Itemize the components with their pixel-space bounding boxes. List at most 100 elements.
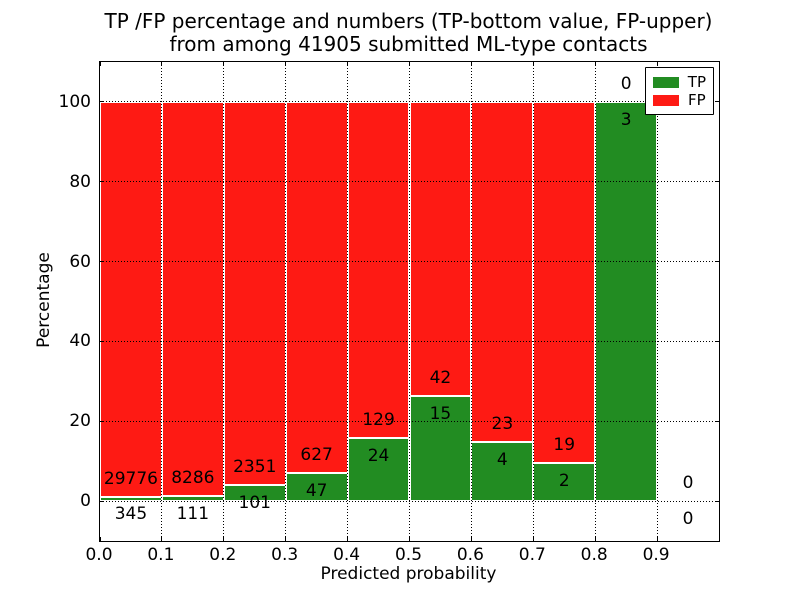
x-tick-label: 0.0 xyxy=(85,545,113,565)
vertical-gridline xyxy=(594,62,596,541)
y-tick-label: 60 xyxy=(69,251,91,272)
x-tick-label: 0.2 xyxy=(209,545,237,565)
fp-bar xyxy=(161,101,224,496)
x-axis-label: Predicted probability xyxy=(320,564,497,584)
x-tick-top xyxy=(223,62,225,66)
x-tick-bottom xyxy=(99,537,101,541)
y-tick-label: 40 xyxy=(69,331,91,352)
x-tick-top xyxy=(161,62,163,66)
y-tick-right xyxy=(715,261,719,263)
fp-swatch-icon xyxy=(653,94,679,106)
x-tick-label: 0.9 xyxy=(642,545,670,565)
y-tick-left xyxy=(100,340,104,342)
bars-layer xyxy=(100,62,719,541)
chart-title-line2: from among 41905 submitted ML-type conta… xyxy=(169,32,648,56)
fp-count-label: 29776 xyxy=(103,468,158,489)
x-tick-bottom xyxy=(656,537,658,541)
y-tick-label: 20 xyxy=(69,411,91,432)
y-tick-left xyxy=(100,261,104,263)
tp-count-label: 4 xyxy=(496,449,508,470)
y-tick-left xyxy=(100,101,104,103)
y-tick-right xyxy=(715,420,719,422)
x-tick-bottom xyxy=(409,537,410,541)
annotations-layer: 29776 345 8286 111 2351 101 627 47 129 24 42 15 23 4 1… xyxy=(100,62,719,541)
y-tick-right xyxy=(715,101,719,103)
horizontal-gridline xyxy=(100,181,719,183)
x-tick-top xyxy=(656,62,658,66)
fp-count-label: 627 xyxy=(300,445,333,466)
fp-count-label: 23 xyxy=(491,413,514,434)
legend-item-tp: TP xyxy=(653,73,706,91)
x-tick-label: 0.5 xyxy=(394,545,423,565)
x-tick-bottom xyxy=(223,537,225,541)
vertical-gridline xyxy=(223,62,225,541)
tp-count-label: 47 xyxy=(305,481,328,502)
horizontal-gridline xyxy=(100,101,719,103)
tp-bar xyxy=(347,438,410,502)
horizontal-gridline xyxy=(100,340,719,342)
tick-marks-layer xyxy=(99,62,719,541)
x-tick-top xyxy=(285,62,287,66)
tp-count-label: 24 xyxy=(367,446,390,467)
y-axis-label: Percentage xyxy=(34,252,54,348)
vertical-gridline xyxy=(347,62,349,541)
vertical-gridline xyxy=(161,62,163,541)
x-tick-bottom xyxy=(347,537,349,541)
tp-bar xyxy=(595,101,658,502)
y-tick-right xyxy=(715,500,719,502)
horizontal-gridline xyxy=(100,420,719,422)
horizontal-gridline xyxy=(100,261,719,263)
fp-count-label: 42 xyxy=(429,368,452,389)
tp-count-label: 101 xyxy=(238,492,271,513)
x-tick-label: 0.8 xyxy=(580,545,608,565)
tp-count-label: 3 xyxy=(620,109,632,130)
legend: TP FP xyxy=(645,67,714,115)
x-tick-label: 0.6 xyxy=(456,545,484,565)
x-tick-top xyxy=(99,62,101,66)
x-tick-top xyxy=(470,62,472,66)
legend-item-fp: FP xyxy=(653,91,706,109)
x-tick-label: 0.4 xyxy=(333,545,361,565)
x-tick-top xyxy=(532,62,534,66)
y-tick-left xyxy=(100,420,104,422)
vertical-gridline xyxy=(409,62,410,541)
vertical-gridline xyxy=(532,62,534,541)
y-tick-label: 80 xyxy=(69,171,91,192)
tp-bar xyxy=(471,441,534,502)
y-tick-right xyxy=(715,340,719,342)
vertical-gridline xyxy=(656,62,658,541)
x-tick-bottom xyxy=(285,537,287,541)
y-tick-label: 0 xyxy=(80,491,91,512)
tp-legend-label: TP xyxy=(687,72,706,91)
tp-count-label: 2 xyxy=(558,471,570,492)
tp-count-label: 111 xyxy=(176,503,210,524)
fp-bar xyxy=(533,101,596,464)
vertical-gridline xyxy=(285,62,287,541)
tp-bar xyxy=(285,473,348,502)
x-tick-label: 0.3 xyxy=(271,545,299,565)
x-tick-label: 0.1 xyxy=(147,545,175,565)
fp-count-label: 2351 xyxy=(233,456,277,477)
x-tick-bottom xyxy=(470,537,472,541)
tp-count-label: 15 xyxy=(429,404,452,425)
y-tick-right xyxy=(715,181,719,183)
y-tick-left xyxy=(100,500,104,502)
horizontal-gridline xyxy=(100,500,719,502)
fp-count-label: 0 xyxy=(620,73,632,94)
fp-bar xyxy=(285,101,348,474)
fp-count-label: 129 xyxy=(362,410,395,431)
x-tick-top xyxy=(347,62,349,66)
fp-count-label: 19 xyxy=(553,435,576,456)
fp-count-label: 8286 xyxy=(171,467,215,488)
tp-swatch-icon xyxy=(653,76,679,88)
chart-title-line1: TP /FP percentage and numbers (TP-bottom… xyxy=(104,9,713,33)
x-tick-top xyxy=(409,62,410,66)
x-tick-bottom xyxy=(594,537,596,541)
x-tick-label: 0.7 xyxy=(518,545,546,565)
x-tick-bottom xyxy=(532,537,534,541)
x-tick-top xyxy=(594,62,596,66)
y-tick-left xyxy=(100,181,104,183)
vertical-gridline xyxy=(470,62,472,541)
tp-count-label: 345 xyxy=(114,504,148,525)
